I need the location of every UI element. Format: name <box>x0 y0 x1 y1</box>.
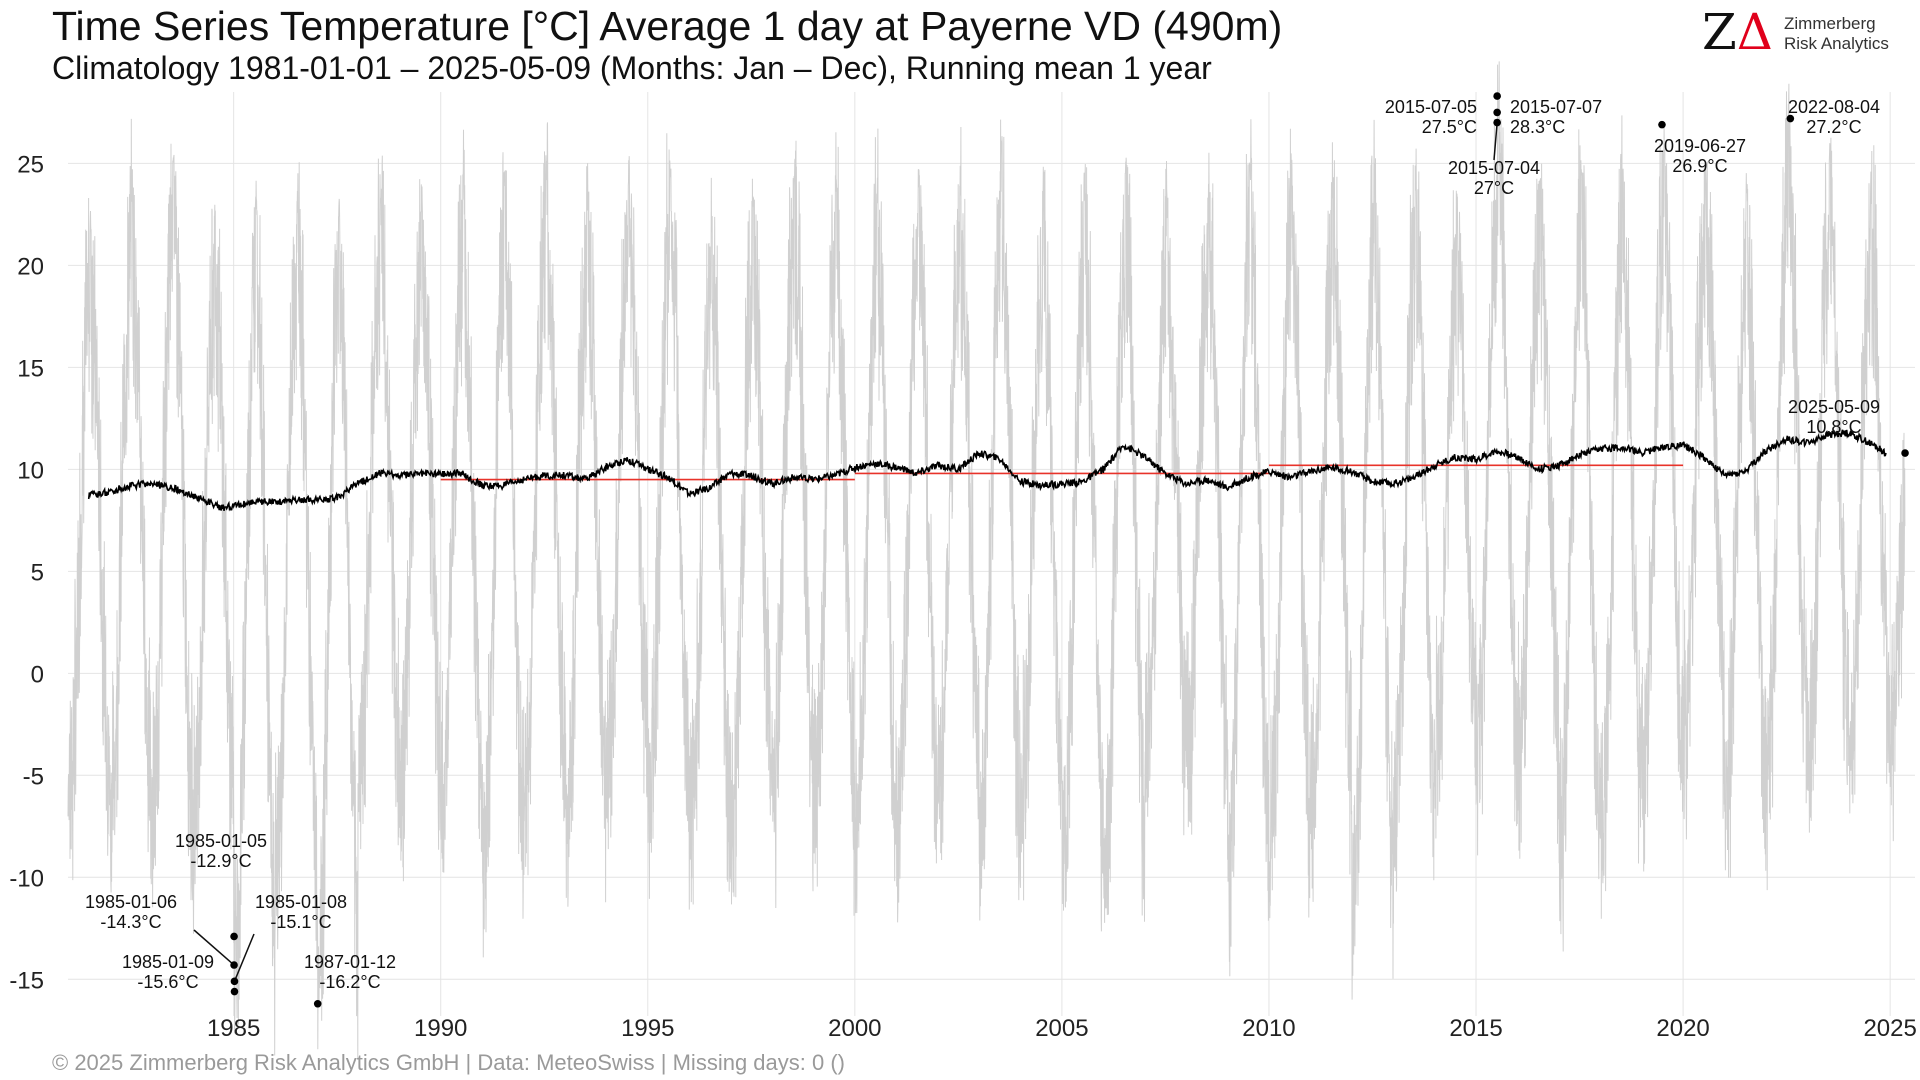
x-tick-label: 2000 <box>828 1015 881 1042</box>
x-axis: 1985 1990 1995 2000 2005 2010 2015 2020 2025 <box>207 1015 1917 1042</box>
company-logo: ZΔ Zimmerberg Risk Analytics <box>1702 4 1902 60</box>
annotation-date: 2025-05-09 <box>1788 397 1880 417</box>
x-tick-label: 2015 <box>1449 1015 1502 1042</box>
x-tick-label: 1990 <box>414 1015 467 1042</box>
chart-title: Time Series Temperature [°C] Average 1 d… <box>52 3 1283 49</box>
annotation-point <box>230 977 239 986</box>
y-tick-label: 5 <box>31 559 44 586</box>
running-mean-line <box>87 429 1887 512</box>
annotation-point <box>1658 120 1666 129</box>
y-axis: 25 20 15 10 5 0 -5 -10 -15 <box>9 151 44 994</box>
daily-temperature-line <box>67 61 1906 1060</box>
annotation: 1987-01-12-16.2°C <box>304 952 396 1008</box>
annotation-date: 1985-01-08 <box>255 892 347 912</box>
annotation-leader <box>193 929 235 966</box>
y-tick-label: 20 <box>17 253 44 280</box>
annotation-date: 1987-01-12 <box>304 952 396 972</box>
x-tick-label: 2005 <box>1035 1015 1088 1042</box>
y-tick-label: -5 <box>23 763 44 790</box>
annotation-value: 27.2°C <box>1806 117 1861 137</box>
y-tick-label: -15 <box>9 967 44 994</box>
annotation-value: -16.2°C <box>319 972 380 992</box>
annotation-date: 1985-01-06 <box>85 892 177 912</box>
logo-mark-delta: Δ <box>1736 3 1773 61</box>
annotation-date: 1985-01-05 <box>175 831 267 851</box>
annotation-value: 27°C <box>1474 178 1514 198</box>
annotation-value: -15.1°C <box>270 912 331 932</box>
y-tick-label: 0 <box>31 661 44 688</box>
annotation: 1985-01-05-12.9°C <box>175 831 267 941</box>
annotation-value: 28.3°C <box>1510 117 1565 137</box>
y-tick-label: 10 <box>17 457 44 484</box>
annotation-point <box>1493 118 1501 127</box>
x-tick-label: 1995 <box>621 1015 674 1042</box>
x-tick-label: 1985 <box>207 1015 260 1042</box>
annotation-value: -12.9°C <box>190 851 251 871</box>
x-tick-label: 2010 <box>1242 1015 1295 1042</box>
y-tick-label: 15 <box>17 355 44 382</box>
annotation-point <box>230 961 238 969</box>
annotation-date: 2015-07-07 <box>1510 97 1602 117</box>
annotation-value: 10.8°C <box>1806 417 1861 437</box>
annotation-leader <box>1493 122 1498 161</box>
annotation: 1985-01-09-15.6°C <box>122 952 239 996</box>
annotation-value: -15.6°C <box>137 972 198 992</box>
y-tick-label: -10 <box>9 865 44 892</box>
x-tick-label: 2025 <box>1863 1015 1916 1042</box>
annotation-point <box>1493 108 1501 117</box>
logo-name: Zimmerberg Risk Analytics <box>1784 14 1889 54</box>
annotation-date: 2015-07-04 <box>1448 158 1540 178</box>
annotation: 1985-01-08-15.1°C <box>230 892 347 986</box>
chart-subtitle: Climatology 1981-01-01 – 2025-05-09 (Mon… <box>52 50 1212 86</box>
annotation-point <box>230 987 239 996</box>
logo-name-line2: Risk Analytics <box>1784 34 1889 53</box>
annotation-point <box>313 999 322 1008</box>
x-tick-label: 2020 <box>1656 1015 1709 1042</box>
annotation-leader <box>233 933 255 982</box>
annotation-value: 27.5°C <box>1422 117 1477 137</box>
logo-mark: ZΔ <box>1702 4 1773 60</box>
annotation-point <box>230 932 238 941</box>
footer-credits: © 2025 Zimmerberg Risk Analytics GmbH | … <box>52 1050 845 1075</box>
annotation-date: 2015-07-05 <box>1385 97 1477 117</box>
annotations: 2015-07-0527.5°C2015-07-0728.3°C2015-07-… <box>85 92 1909 1008</box>
annotation-date: 2019-06-27 <box>1654 136 1746 156</box>
annotation-point <box>1901 449 1909 457</box>
daily-series <box>67 61 1906 1060</box>
logo-mark-z: Z <box>1702 3 1737 61</box>
annotation-value: -14.3°C <box>100 912 161 932</box>
annotation-point <box>1786 114 1795 123</box>
y-tick-label: 25 <box>17 151 44 178</box>
annotation-value: 26.9°C <box>1672 156 1727 176</box>
annotation-point <box>1493 92 1501 100</box>
annotation-date: 2022-08-04 <box>1788 97 1880 117</box>
annotation: 1985-01-06-14.3°C <box>85 892 238 969</box>
logo-name-line1: Zimmerberg <box>1784 14 1876 33</box>
running-mean-series <box>87 429 1887 512</box>
annotation-date: 1985-01-09 <box>122 952 214 972</box>
